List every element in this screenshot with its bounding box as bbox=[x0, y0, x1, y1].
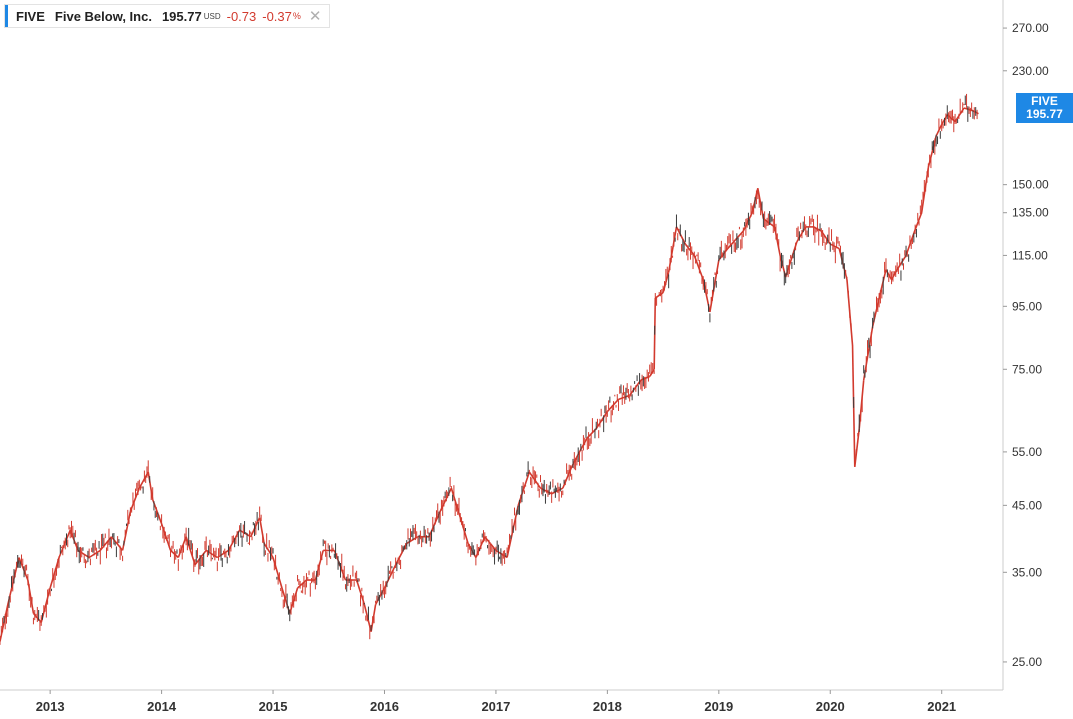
y-tick-label: 230.00 bbox=[1012, 64, 1049, 78]
series-segment bbox=[606, 398, 620, 413]
price-tag-value: 195.77 bbox=[1026, 107, 1063, 121]
x-tick-label: 2021 bbox=[927, 699, 956, 714]
series-segment bbox=[216, 549, 229, 559]
series-segment bbox=[517, 471, 531, 506]
legend-change-percent: -0.37 bbox=[262, 8, 292, 24]
series-segment bbox=[18, 557, 29, 581]
legend-percent-sign: % bbox=[292, 11, 301, 21]
legend-accent-bar bbox=[5, 5, 8, 27]
series-segment bbox=[383, 564, 397, 589]
series-segment bbox=[506, 505, 519, 558]
series-segment bbox=[528, 471, 542, 489]
legend-symbol[interactable]: FIVE bbox=[16, 8, 45, 24]
series-segment bbox=[110, 536, 124, 551]
x-tick-label: 2017 bbox=[481, 699, 510, 714]
x-tick-label: 2014 bbox=[147, 699, 177, 714]
series-segment bbox=[896, 254, 907, 271]
series-segment bbox=[618, 394, 630, 401]
last-price-tag: FIVE 195.77 bbox=[1016, 93, 1073, 123]
legend-change: -0.73 bbox=[226, 8, 257, 24]
y-tick-label: 115.00 bbox=[1012, 248, 1048, 262]
y-tick-label: 75.00 bbox=[1012, 362, 1042, 376]
y-tick-label: 270.00 bbox=[1012, 21, 1049, 35]
series-segment bbox=[7, 557, 20, 605]
series-segment bbox=[684, 243, 695, 256]
legend-company-name: Five Below, Inc. bbox=[54, 8, 152, 24]
y-tick-label: 25.00 bbox=[1012, 655, 1042, 669]
series-segment bbox=[551, 487, 564, 495]
series-segment bbox=[194, 549, 207, 566]
series-segment bbox=[147, 471, 154, 500]
series-segment bbox=[540, 487, 553, 495]
series-segment bbox=[394, 543, 408, 566]
series-segment bbox=[595, 411, 609, 430]
series-segment bbox=[495, 549, 508, 559]
legend-price: 195.77 bbox=[161, 8, 202, 24]
x-tick-label: 2016 bbox=[370, 699, 399, 714]
series-segment bbox=[370, 604, 377, 632]
series-segment bbox=[239, 529, 252, 538]
y-tick-label: 95.00 bbox=[1012, 299, 1042, 313]
series-segment bbox=[853, 428, 861, 467]
series-layer bbox=[0, 93, 979, 645]
series-segment bbox=[77, 549, 90, 559]
series-segment bbox=[649, 368, 655, 377]
legend-currency: USD bbox=[203, 11, 221, 21]
x-axis: 2013 2014 2015 2016 2017 2018 2019 2020 2021 bbox=[36, 690, 956, 714]
x-tick-label: 2015 bbox=[259, 699, 288, 714]
y-tick-label: 135.00 bbox=[1012, 206, 1049, 220]
price-tag-symbol: FIVE bbox=[1031, 94, 1058, 108]
series-segment bbox=[99, 536, 113, 551]
close-icon[interactable]: ✕ bbox=[308, 8, 322, 25]
series-segment bbox=[250, 517, 261, 538]
series-segment bbox=[428, 511, 441, 538]
symbol-legend: FIVE Five Below, Inc. 195.77 USD -0.73 -… bbox=[4, 4, 331, 28]
series-segment bbox=[439, 487, 453, 512]
y-tick-label: 35.00 bbox=[1012, 565, 1042, 579]
x-tick-label: 2019 bbox=[704, 699, 733, 714]
series-segment bbox=[205, 549, 218, 559]
y-tick-label: 45.00 bbox=[1012, 498, 1042, 512]
x-tick-label: 2020 bbox=[816, 699, 845, 714]
series-segment bbox=[258, 517, 265, 544]
series-segment bbox=[858, 380, 865, 429]
series-segment bbox=[629, 379, 642, 396]
series-segment bbox=[58, 529, 71, 558]
series-segment bbox=[406, 536, 419, 545]
series-segment bbox=[675, 226, 687, 245]
x-tick-label: 2013 bbox=[36, 699, 65, 714]
series-segment bbox=[829, 243, 840, 250]
series-segment bbox=[88, 549, 101, 559]
series-segment bbox=[297, 579, 308, 589]
series-segment bbox=[177, 536, 187, 558]
y-axis: 25.00 35.00 45.00 55.00 75.00 95.00 115.00 135.… bbox=[1003, 21, 1049, 669]
series-segment bbox=[227, 529, 241, 551]
series-segment bbox=[450, 487, 462, 518]
series-segment bbox=[784, 241, 798, 278]
y-tick-label: 150.00 bbox=[1012, 178, 1049, 192]
y-tick-label: 55.00 bbox=[1012, 445, 1042, 459]
series-segment bbox=[762, 218, 776, 228]
series-segment bbox=[333, 550, 347, 581]
x-tick-label: 2018 bbox=[593, 699, 622, 714]
